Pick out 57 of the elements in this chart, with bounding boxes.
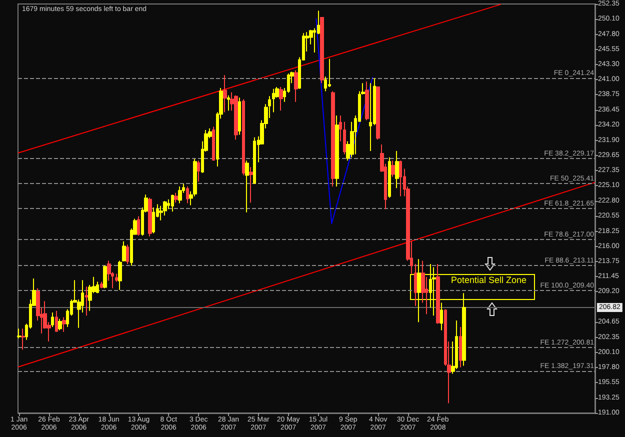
candlestick (328, 58, 331, 88)
candlestick (103, 265, 107, 289)
candlestick (294, 70, 298, 102)
candlestick (159, 205, 163, 221)
candlestick (171, 194, 174, 212)
candlestick (100, 281, 103, 289)
candlestick (369, 82, 372, 152)
candlestick (335, 114, 339, 187)
candlestick (234, 94, 238, 140)
candlestick (417, 258, 421, 323)
candlestick (436, 264, 440, 324)
candlestick (212, 126, 215, 162)
candlestick (440, 302, 443, 331)
candlestick (118, 260, 122, 290)
candlestick (238, 97, 241, 136)
candlestick (115, 273, 118, 282)
label-box: Potential Sell Zone (410, 274, 535, 300)
candlestick (197, 160, 200, 182)
candlestick (272, 88, 275, 113)
candlestick (178, 186, 182, 204)
candlestick (223, 74, 227, 113)
candlestick (137, 216, 140, 236)
candlestick (163, 200, 167, 216)
candlestick (462, 292, 466, 366)
candlestick (122, 240, 126, 262)
candlestick (365, 81, 369, 121)
candlestick (152, 206, 155, 234)
candlestick (58, 318, 62, 331)
candlestick (339, 114, 342, 142)
candlestick (376, 86, 380, 140)
candlestick (96, 281, 99, 294)
candlestick (242, 98, 245, 176)
candlestick (399, 160, 402, 197)
candlestick (459, 326, 462, 368)
candlestick (17, 328, 21, 339)
candlestick (227, 94, 230, 112)
candlestick (174, 192, 178, 204)
candlestick (51, 312, 54, 328)
candlestick (343, 121, 346, 155)
candlestick (85, 286, 88, 316)
candlestick (249, 166, 253, 204)
candlestick (148, 197, 152, 238)
candlestick (388, 156, 391, 198)
candlestick (55, 310, 58, 332)
candlestick (62, 316, 66, 332)
candlestick (253, 136, 256, 184)
candlestick (395, 150, 399, 189)
candlestick (21, 328, 25, 350)
candlestick (320, 17, 324, 84)
candlestick (279, 86, 283, 112)
candlestick (432, 266, 436, 316)
candlestick (331, 90, 335, 187)
candlestick (245, 160, 249, 213)
candlestick (391, 160, 395, 178)
candlestick (126, 244, 129, 264)
candlestick (414, 264, 417, 306)
candlestick (186, 186, 189, 204)
